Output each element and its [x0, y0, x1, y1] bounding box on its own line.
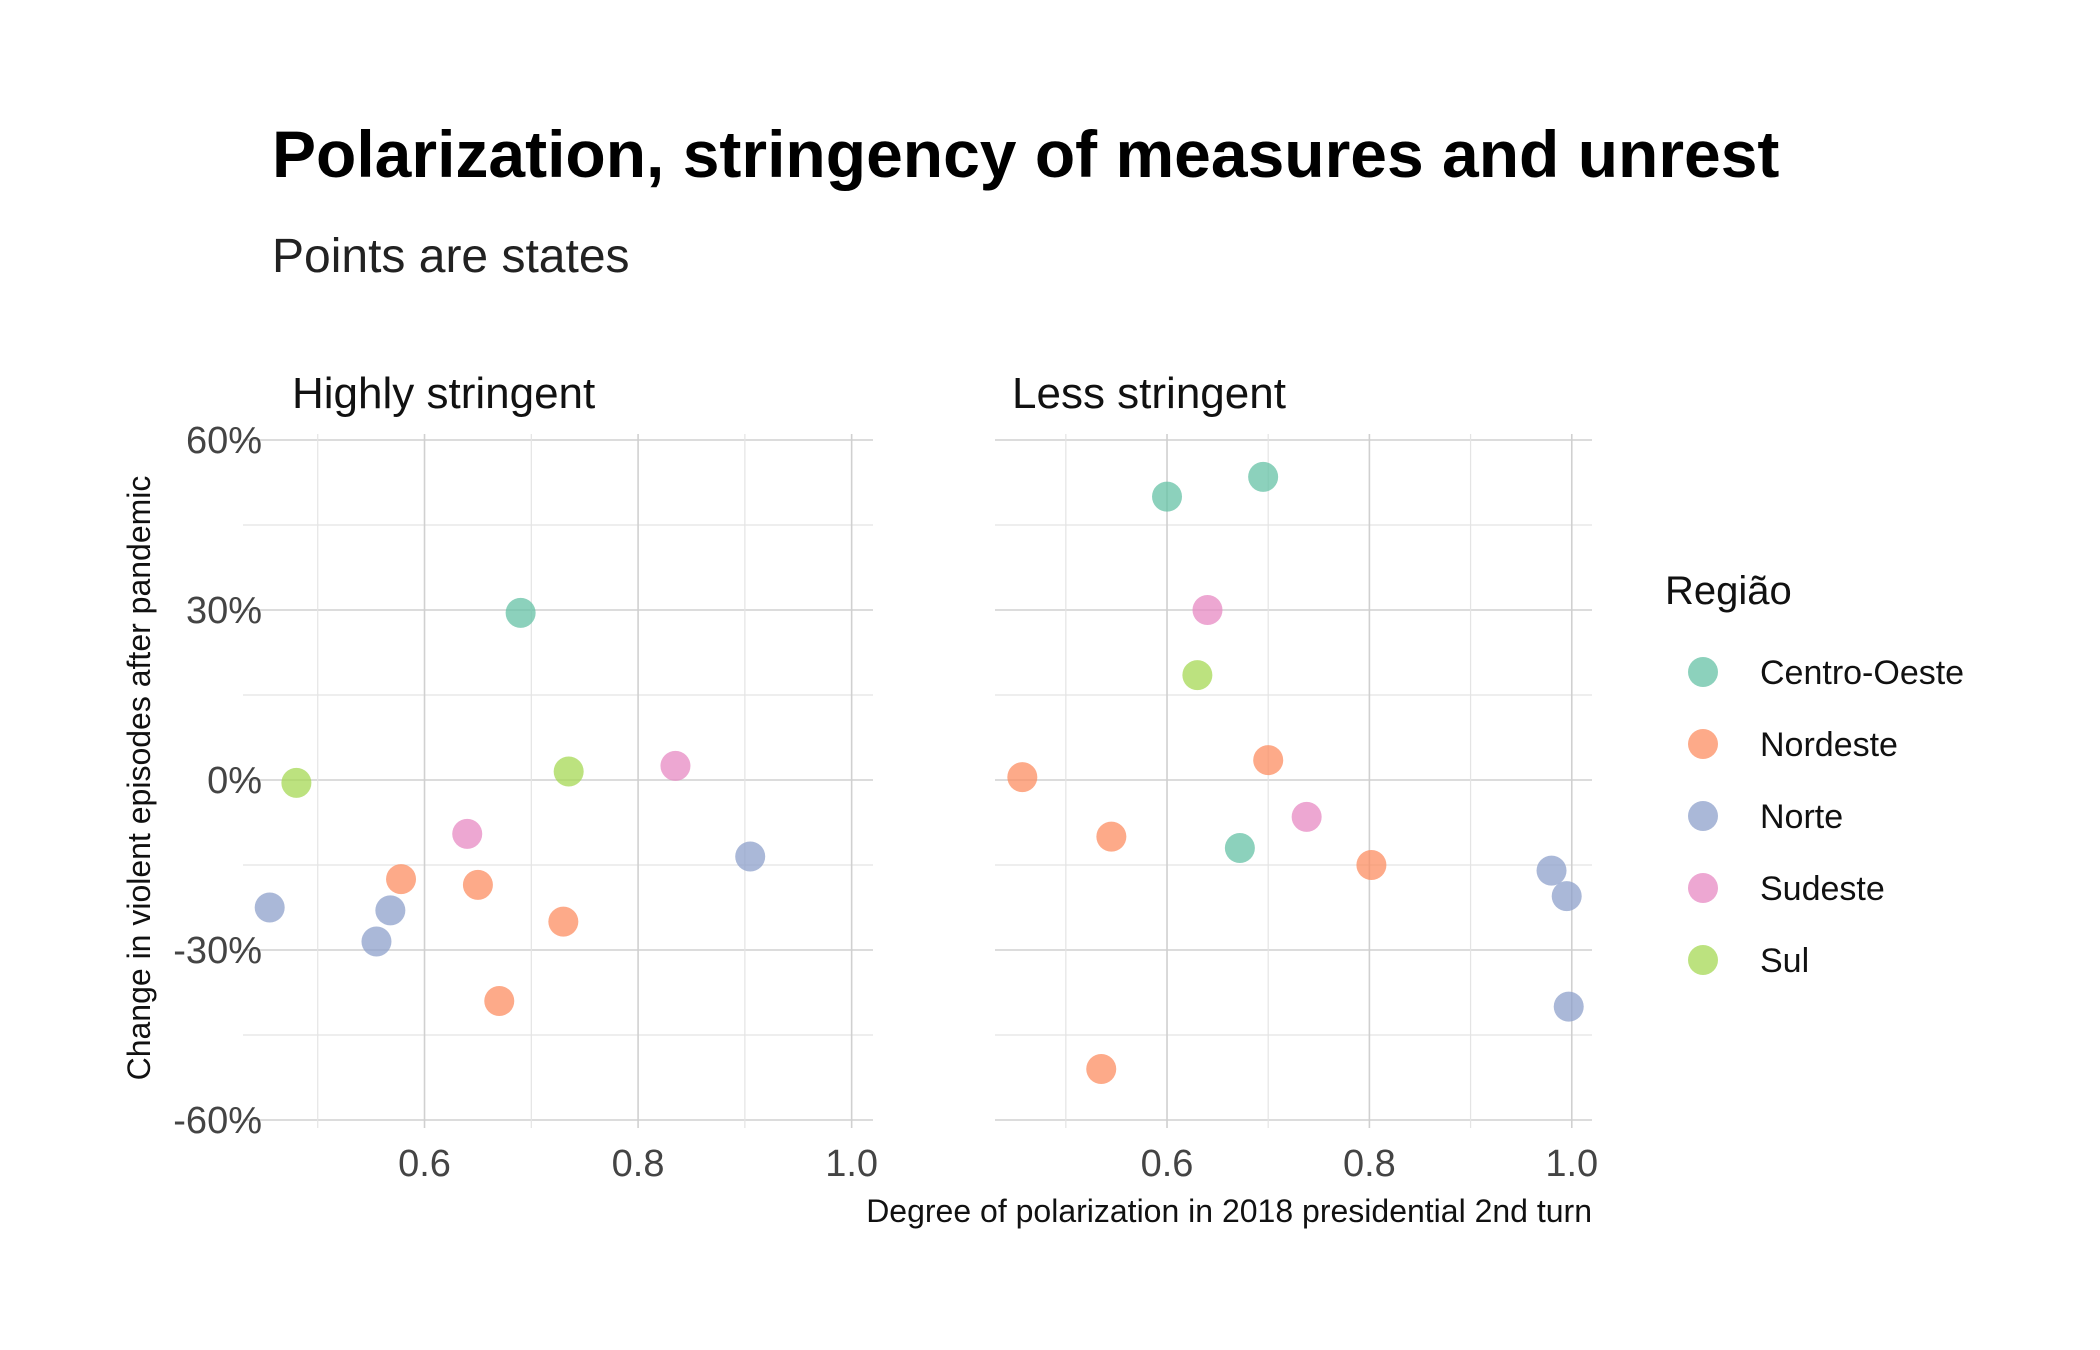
data-point: [735, 841, 766, 872]
legend-swatch: [1688, 945, 1718, 975]
data-point: [505, 597, 536, 628]
panel-points: [1007, 461, 1584, 1084]
legend-swatch: [1688, 873, 1718, 903]
legend-label: Centro-Oeste: [1760, 654, 1964, 692]
y-axis-label: Change in violent episodes after pandemi…: [121, 476, 157, 1081]
data-point: [361, 926, 392, 957]
x-tick-label: 0.6: [398, 1143, 451, 1185]
legend-item: Sul: [1688, 942, 1809, 980]
data-point: [1192, 595, 1223, 625]
y-tick-label: 60%: [186, 420, 262, 462]
legend-item: Centro-Oeste: [1688, 654, 1964, 692]
x-tick-label: 0.6: [1141, 1143, 1194, 1185]
legend-swatch: [1688, 729, 1718, 759]
data-point: [1096, 821, 1127, 852]
data-point: [1551, 881, 1582, 912]
data-point: [1224, 833, 1255, 863]
x-tick-label: 1.0: [825, 1143, 878, 1185]
y-tick-label: -60%: [173, 1100, 262, 1142]
legend-swatch: [1688, 657, 1718, 687]
legend-item: Norte: [1688, 798, 1843, 836]
data-point: [1253, 745, 1284, 776]
panel-highly-stringent: Highly stringent 0.6 0.8 1.0: [243, 369, 878, 1185]
chart-subtitle: Points are states: [272, 230, 630, 283]
panel-less-stringent: Less stringent 0.6 0.8 1.0: [995, 369, 1598, 1185]
data-point: [484, 986, 515, 1016]
data-point: [254, 892, 285, 923]
data-point: [1086, 1054, 1117, 1084]
legend-item: Sudeste: [1688, 870, 1885, 908]
legend-label: Norte: [1760, 798, 1843, 836]
legend-label: Nordeste: [1760, 726, 1898, 764]
panel-x-tick-labels: 0.6 0.8 1.0: [1141, 1143, 1599, 1185]
y-tick-label: 30%: [186, 590, 262, 632]
y-axis-tick-labels: -60% -30% 0% 30% 60%: [173, 420, 262, 1142]
legend-items: Centro-Oeste Nordeste Norte Sudeste Sul: [1688, 654, 1964, 980]
x-tick-label: 1.0: [1545, 1143, 1598, 1185]
data-point: [1291, 801, 1322, 832]
y-tick-label: 0%: [207, 760, 262, 802]
y-tick-label: -30%: [173, 930, 262, 972]
panel-points: [254, 597, 766, 1016]
panel-label-less-stringent: Less stringent: [1012, 369, 1286, 418]
data-point: [386, 864, 417, 895]
panel-grid: [995, 434, 1592, 1128]
data-point: [1356, 850, 1387, 880]
legend: Região Centro-Oeste Nordeste Norte Sudeste S…: [1665, 569, 1964, 980]
legend-label: Sul: [1760, 942, 1809, 980]
data-point: [452, 818, 483, 849]
legend-item: Nordeste: [1688, 726, 1898, 764]
x-tick-label: 0.8: [612, 1143, 665, 1185]
panel-x-tick-labels: 0.6 0.8 1.0: [398, 1143, 878, 1185]
x-axis-label: Degree of polarization in 2018 president…: [866, 1193, 1592, 1229]
data-point: [548, 906, 579, 937]
data-point: [1536, 855, 1567, 886]
data-point: [553, 756, 584, 787]
chart-title: Polarization, stringency of measures and…: [272, 117, 1779, 191]
data-point: [462, 869, 493, 900]
legend-label: Sudeste: [1760, 870, 1885, 908]
data-point: [1248, 461, 1279, 492]
data-point: [281, 767, 312, 798]
data-point: [1182, 660, 1213, 691]
panel-grid: [243, 434, 873, 1128]
panel-label-highly-stringent: Highly stringent: [292, 369, 595, 418]
data-point: [375, 895, 406, 926]
data-point: [660, 750, 691, 781]
legend-swatch: [1688, 801, 1718, 831]
data-point: [1007, 762, 1038, 793]
x-tick-label: 0.8: [1343, 1143, 1396, 1185]
data-point: [1553, 991, 1584, 1022]
legend-title: Região: [1665, 569, 1792, 613]
data-point: [1152, 481, 1183, 512]
